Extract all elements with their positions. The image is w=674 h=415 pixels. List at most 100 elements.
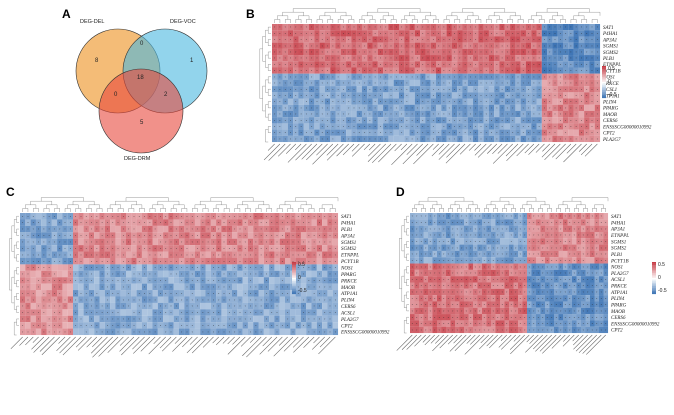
significance-mark: * <box>421 215 422 219</box>
significance-mark: * <box>412 75 413 79</box>
significance-mark: * <box>348 32 349 36</box>
significance-mark: * <box>279 106 280 110</box>
heatmap-cell <box>237 238 243 246</box>
heatmap-cell <box>488 135 495 143</box>
significance-mark: * <box>538 215 539 219</box>
heatmap-cell <box>436 86 442 93</box>
significance-mark: * <box>529 234 530 238</box>
heatmap-cell <box>547 86 553 93</box>
significance-mark: * <box>245 234 246 238</box>
significance-mark: * <box>391 94 392 98</box>
significance-mark: * <box>33 241 34 245</box>
heatmap-cell <box>541 86 548 93</box>
significance-mark: * <box>91 298 92 302</box>
legend-color-step <box>292 266 296 269</box>
significance-mark: * <box>359 26 360 30</box>
significance-mark: * <box>255 241 256 245</box>
heatmap-cell <box>78 225 84 233</box>
significance-mark: * <box>465 38 466 42</box>
heatmap-cell <box>436 24 442 31</box>
heatmap-cell <box>83 251 89 258</box>
heatmap-cell <box>462 92 468 99</box>
significance-mark: * <box>364 137 365 141</box>
heatmap-cell <box>332 322 339 329</box>
significance-mark: * <box>438 88 439 92</box>
heatmap-cell <box>451 55 458 62</box>
heatmap-cell <box>414 86 421 93</box>
significance-mark: * <box>542 234 543 238</box>
heatmap-cell <box>314 73 320 80</box>
significance-mark: * <box>324 330 325 334</box>
significance-mark: * <box>570 32 571 36</box>
significance-mark: * <box>502 100 503 104</box>
significance-mark: * <box>470 227 471 231</box>
heatmap-cell <box>194 213 201 220</box>
heatmap-cell <box>179 283 185 291</box>
column-label-mark <box>189 336 198 345</box>
heatmap-cell <box>589 123 595 130</box>
heatmap-cell <box>494 79 500 87</box>
heatmap-cell <box>110 309 116 316</box>
heatmap-cell <box>115 245 121 252</box>
significance-mark: * <box>592 119 593 123</box>
heatmap-cell <box>179 309 185 316</box>
significance-mark: * <box>549 75 550 79</box>
significance-mark: * <box>332 82 333 86</box>
heatmap-cell <box>467 30 474 37</box>
heatmap-cell <box>578 48 585 56</box>
significance-mark: * <box>549 57 550 61</box>
significance-mark: * <box>569 227 570 231</box>
significance-mark: * <box>282 228 283 232</box>
heatmap-cell <box>277 36 283 43</box>
heatmap-cell <box>46 232 52 239</box>
heatmap-cell <box>30 277 36 284</box>
heatmap-cell <box>287 42 294 49</box>
significance-mark: * <box>555 57 556 61</box>
significance-mark: * <box>488 227 489 231</box>
heatmap-cell <box>483 67 489 74</box>
significance-mark: * <box>255 292 256 296</box>
column-label-mark <box>319 336 331 348</box>
significance-mark: * <box>570 125 571 129</box>
significance-mark: * <box>324 292 325 296</box>
heatmap-cell <box>30 315 36 323</box>
heatmap-cell <box>536 61 542 68</box>
significance-mark: * <box>520 221 521 225</box>
heatmap-cell <box>46 328 52 336</box>
heatmap-cell <box>282 79 288 87</box>
heatmap-cell <box>253 225 259 233</box>
heatmap-cell <box>314 48 320 56</box>
heatmap-cell <box>282 24 288 31</box>
heatmap-cell <box>285 315 291 323</box>
significance-mark: * <box>459 125 460 129</box>
heatmap-cell <box>300 277 307 284</box>
significance-mark: * <box>292 318 293 322</box>
significance-mark: * <box>327 113 328 117</box>
significance-mark: * <box>239 221 240 225</box>
column-label-mark <box>295 143 302 151</box>
heatmap-cell <box>420 55 426 62</box>
heatmap-cell <box>78 251 84 258</box>
heatmap-cell <box>309 67 315 74</box>
column-label-mark <box>318 336 336 355</box>
significance-mark: * <box>186 215 187 219</box>
significance-mark: * <box>301 38 302 42</box>
significance-mark: * <box>277 292 278 296</box>
significance-mark: * <box>229 273 230 277</box>
heatmap-cell <box>173 296 180 303</box>
heatmap-cell <box>499 30 505 37</box>
heatmap-cell <box>383 110 389 118</box>
significance-mark: * <box>491 131 492 135</box>
significance-mark: * <box>428 131 429 135</box>
significance-mark: * <box>139 298 140 302</box>
heatmap-cell <box>269 315 275 323</box>
column-label-mark <box>524 143 535 154</box>
significance-mark: * <box>218 234 219 238</box>
heatmap-cell <box>25 277 31 284</box>
significance-mark: * <box>438 26 439 30</box>
significance-mark: * <box>107 324 108 328</box>
heatmap-cell <box>367 55 373 62</box>
heatmap-cell <box>515 55 521 62</box>
heatmap-cell <box>184 245 190 252</box>
heatmap-cell <box>468 213 474 220</box>
